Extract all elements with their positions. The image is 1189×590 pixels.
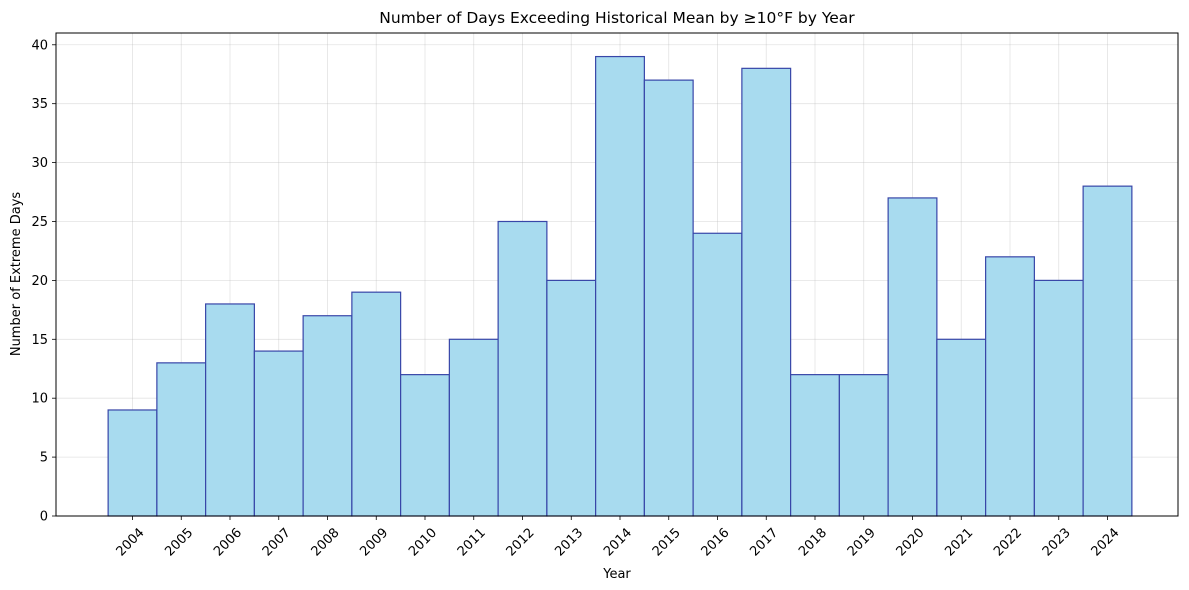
y-tick-label: 20 <box>31 274 48 289</box>
bars <box>107 55 1133 517</box>
y-tick-label: 0 <box>40 510 48 525</box>
x-tick-label: 2012 <box>504 525 538 559</box>
x-tick-label: 2013 <box>552 525 586 559</box>
y-tick-label: 5 <box>40 451 48 466</box>
y-tick-label: 15 <box>31 333 48 348</box>
y-tick-label: 40 <box>31 38 48 53</box>
x-tick-label: 2020 <box>894 525 928 559</box>
x-tick-label: 2006 <box>211 525 245 559</box>
x-tick-label: 2007 <box>260 525 294 559</box>
bar-2018 <box>790 374 840 517</box>
x-tick-label: 2005 <box>162 525 196 559</box>
x-tick-label: 2004 <box>114 525 148 559</box>
y-tick-label: 10 <box>31 392 48 407</box>
y-tick-label: 25 <box>31 215 48 230</box>
x-tick-label: 2019 <box>845 525 879 559</box>
x-axis: 2004 2005 2006 2007 2008 2009 2010 2011 2012 2013… <box>114 516 1123 559</box>
bar-2006 <box>205 303 255 517</box>
y-axis: 0 5 10 15 20 25 30 35 40 <box>31 38 56 525</box>
bar-2023 <box>1033 279 1084 517</box>
bar-2011 <box>448 338 499 517</box>
x-tick-label: 2016 <box>699 525 733 559</box>
y-tick-label: 30 <box>31 156 48 171</box>
x-tick-label: 2017 <box>747 525 781 559</box>
x-tick-label: 2008 <box>309 525 343 559</box>
bar-2022 <box>985 256 1035 517</box>
bar-2010 <box>400 374 450 517</box>
x-tick-label: 2014 <box>601 525 635 559</box>
bar-2015 <box>643 79 694 517</box>
bar-2013 <box>546 279 597 517</box>
bar-2004 <box>107 409 158 517</box>
x-axis-label: Year <box>602 567 631 582</box>
bar-2024 <box>1082 185 1133 517</box>
x-tick-label: 2010 <box>406 525 440 559</box>
y-tick-label: 35 <box>31 97 48 112</box>
x-tick-label: 2023 <box>1040 525 1074 559</box>
bar-2017 <box>741 67 792 517</box>
bar-2008 <box>302 315 353 517</box>
bar-2016 <box>692 232 743 517</box>
bar-2007 <box>253 350 304 517</box>
x-tick-label: 2018 <box>796 525 830 559</box>
bar-2009 <box>351 291 402 517</box>
bar-2020 <box>887 197 938 517</box>
bar-2014 <box>595 55 645 517</box>
x-tick-label: 2024 <box>1089 525 1123 559</box>
plot-frame <box>55 32 1179 517</box>
bar-2012 <box>497 220 548 517</box>
bar-2019 <box>838 374 889 517</box>
chart-title: Number of Days Exceeding Historical Mean… <box>379 9 855 27</box>
x-tick-label: 2022 <box>991 525 1025 559</box>
x-tick-label: 2021 <box>942 525 976 559</box>
bar-2005 <box>156 362 207 517</box>
bar-2021 <box>936 338 987 517</box>
x-tick-label: 2015 <box>650 525 684 559</box>
y-axis-label: Number of Extreme Days <box>9 192 24 357</box>
x-tick-label: 2011 <box>455 525 489 559</box>
x-tick-label: 2009 <box>357 525 391 559</box>
